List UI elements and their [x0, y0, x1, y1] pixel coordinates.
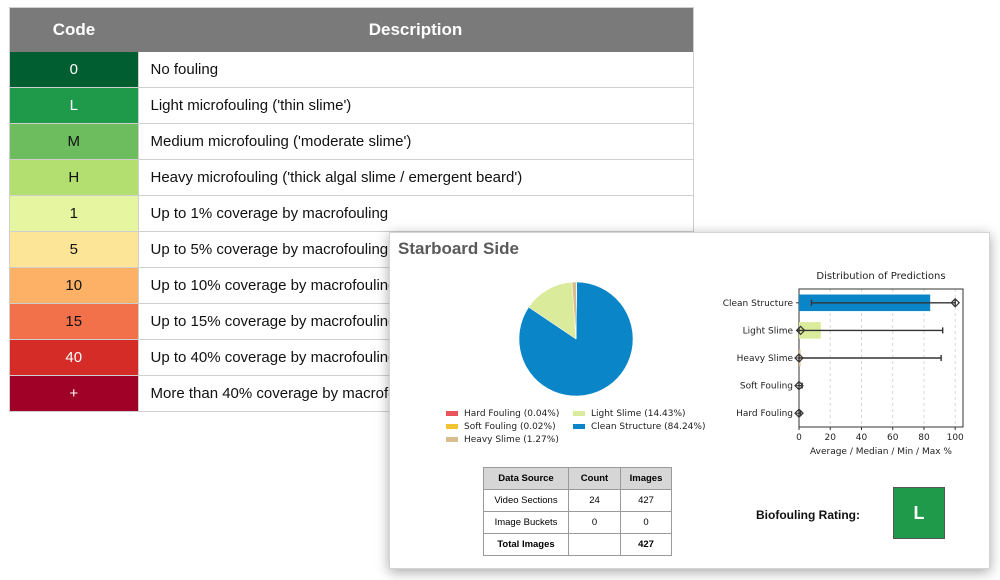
fouling-code-cell: 40: [9, 339, 138, 376]
legend-swatch: [573, 424, 585, 429]
legend-swatch: [573, 411, 585, 416]
pie-chart-svg: [518, 281, 634, 397]
count-cell: 0: [568, 511, 621, 534]
count-cell: 24: [568, 489, 621, 512]
fouling-code-cell: 15: [9, 303, 138, 340]
rating-label: Biofouling Rating:: [756, 508, 860, 522]
table-row: L Light microfouling ('thin slime'): [9, 87, 694, 124]
fouling-description-cell: Heavy microfouling ('thick algal slime /…: [137, 159, 694, 196]
table-header-row: Code Description: [9, 7, 694, 52]
source-cell: Video Sections: [483, 489, 569, 512]
x-tick-label: 0: [796, 433, 802, 443]
median-marker: [794, 380, 804, 391]
x-tick-label: 20: [825, 433, 837, 443]
fouling-code-cell: L: [9, 87, 138, 124]
pie-legend: Hard Fouling (0.04%) Soft Fouling (0.02%)…: [446, 407, 746, 451]
data-source-table: Data Source Count Images Video Sections …: [483, 467, 672, 556]
code-column-header: Code: [9, 7, 138, 52]
source-header-row: Data Source Count Images: [483, 467, 672, 490]
median-marker: [794, 353, 804, 363]
table-row: Image Buckets 0 0: [483, 511, 672, 534]
source-cell: Total Images: [483, 533, 569, 556]
legend-swatch: [446, 437, 458, 442]
legend-item: Soft Fouling (0.02%): [446, 422, 556, 432]
distribution-chart: Distribution of Predictions 0 20 40 60 80 100 C…: [723, 271, 964, 457]
legend-swatch: [446, 424, 458, 429]
y-tick-label: Light Slime: [743, 326, 794, 336]
pie-slice: [528, 281, 577, 340]
table-row: Video Sections 24 427: [483, 489, 672, 512]
x-tick-label: 60: [887, 433, 899, 443]
y-tick-label: Soft Fouling: [740, 382, 793, 392]
source-cell: Image Buckets: [483, 511, 569, 534]
fouling-description-cell: Light microfouling ('thin slime'): [137, 87, 694, 124]
x-tick-label: 40: [856, 433, 868, 443]
table-row: Total Images 427: [483, 533, 672, 556]
images-header: Images: [620, 467, 672, 490]
table-row: 0 No fouling: [9, 52, 694, 88]
fouling-code-cell: H: [9, 159, 138, 196]
legend-label: Hard Fouling (0.04%): [464, 409, 560, 419]
legend-item: Clean Structure (84.24%): [573, 422, 705, 432]
legend-item: Hard Fouling (0.04%): [446, 409, 559, 419]
description-column-header: Description: [138, 7, 694, 52]
fouling-code-cell: 5: [9, 231, 138, 268]
y-tick-label: Clean Structure: [723, 299, 794, 309]
legend-item: Light Slime (14.43%): [573, 409, 686, 419]
images-cell: 0: [620, 511, 672, 534]
legend-label: Clean Structure (84.24%): [591, 422, 706, 432]
legend-swatch: [446, 411, 458, 416]
images-cell: 427: [620, 489, 672, 512]
pie-chart: [516, 279, 636, 399]
data-source-header: Data Source: [483, 467, 569, 490]
x-tick-label: 80: [918, 433, 930, 443]
legend-item: Heavy Slime (1.27%): [446, 435, 559, 445]
rating-badge: L: [893, 487, 945, 539]
fouling-description-cell: Up to 1% coverage by macrofouling: [137, 195, 694, 232]
legend-label: Heavy Slime (1.27%): [464, 435, 559, 445]
chart-title: Distribution of Predictions: [816, 271, 945, 282]
fouling-code-cell: M: [9, 123, 138, 160]
legend-label: Soft Fouling (0.02%): [464, 422, 556, 432]
report-title: Starboard Side: [398, 239, 519, 258]
fouling-description-cell: No fouling: [137, 52, 694, 88]
y-tick-label: Heavy Slime: [737, 354, 794, 364]
median-marker: [950, 297, 961, 308]
table-row: M Medium microfouling ('moderate slime'): [9, 123, 694, 160]
pie-slice: [575, 281, 577, 340]
fouling-code-cell: +: [9, 375, 138, 412]
x-axis-label: Average / Median / Min / Max %: [810, 447, 952, 457]
fouling-code-cell: 10: [9, 267, 138, 304]
fouling-description-cell: Medium microfouling ('moderate slime'): [137, 123, 694, 160]
x-tick-label: 100: [947, 433, 964, 443]
fouling-code-cell: 0: [9, 52, 138, 88]
count-header: Count: [568, 467, 621, 490]
fouling-code-cell: 1: [9, 195, 138, 232]
starboard-report-card: Starboard Side Hard Fouling (0.04%) Soft …: [389, 232, 990, 569]
y-tick-label: Hard Fouling: [736, 409, 793, 419]
table-row: 1 Up to 1% coverage by macrofouling: [9, 195, 694, 232]
table-row: H Heavy microfouling ('thick algal slime …: [9, 159, 694, 196]
count-cell: [568, 533, 621, 556]
images-cell: 427: [620, 533, 672, 556]
legend-label: Light Slime (14.43%): [591, 409, 686, 419]
median-marker: [794, 408, 804, 419]
median-marker: [795, 325, 806, 336]
